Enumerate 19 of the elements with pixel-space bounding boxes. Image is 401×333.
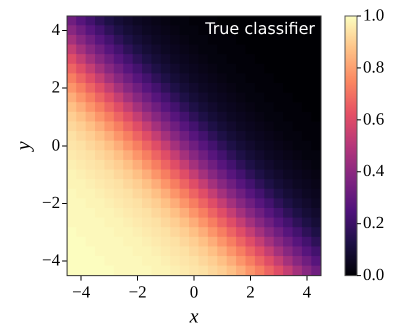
chart-title: True classifier xyxy=(204,19,316,38)
color-bar-label: 0.4 xyxy=(363,161,385,180)
color-bar-label: 0.6 xyxy=(363,109,384,128)
y-tick-label: −2 xyxy=(42,192,60,212)
y-tick-label: 0 xyxy=(52,135,60,154)
x-tick-label: 2 xyxy=(246,282,255,302)
x-axis-title: x xyxy=(188,305,199,328)
y-tick-label: 2 xyxy=(52,78,60,97)
color-bar-label: 0.0 xyxy=(363,265,384,284)
y-tick-label: 4 xyxy=(52,20,61,39)
y-axis-title: y xyxy=(12,141,34,152)
x-tick-label: 4 xyxy=(302,282,312,302)
color-bar-label: 0.2 xyxy=(363,213,384,232)
x-tick-label: 0 xyxy=(190,282,198,302)
color-bar-label: 1.0 xyxy=(363,5,384,24)
y-tick-label: −4 xyxy=(42,250,61,270)
x-tick-label: −4 xyxy=(72,282,91,302)
x-tick-label: −2 xyxy=(128,282,147,302)
color-bar-label: 0.8 xyxy=(363,57,384,76)
